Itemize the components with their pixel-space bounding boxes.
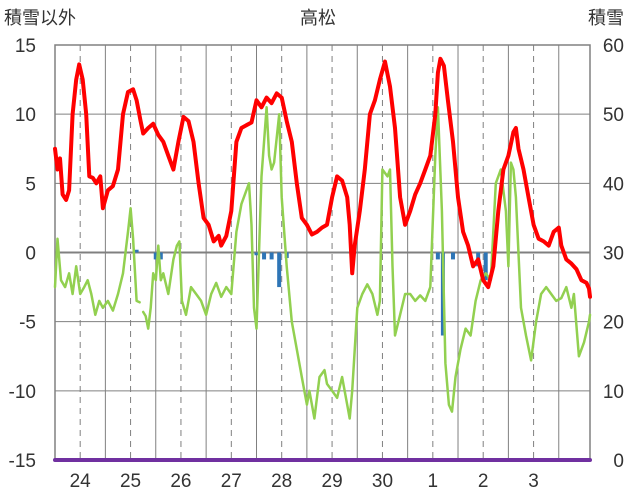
precipitation-bar xyxy=(254,252,259,256)
precipitation-bars xyxy=(134,249,488,336)
y-right-tick-label: 30 xyxy=(603,244,624,265)
x-tick-label: 3 xyxy=(528,471,539,492)
y-right-tick-label: 20 xyxy=(603,313,624,334)
x-tick-label: 2 xyxy=(478,471,489,492)
series-lines xyxy=(53,56,592,462)
y-left-tick-label: 0 xyxy=(25,244,36,265)
temperature-line xyxy=(53,56,592,299)
y-right-tick-label: 10 xyxy=(603,382,624,403)
x-tick-label: 29 xyxy=(322,471,343,492)
y-left-tick-label: -10 xyxy=(9,382,36,403)
y-left-tick-label: 10 xyxy=(15,105,36,126)
dew-point-line xyxy=(53,106,592,420)
precipitation-bar xyxy=(134,249,139,253)
y-left-tick-label: 5 xyxy=(25,174,36,195)
x-tick-label: 30 xyxy=(372,471,393,492)
x-tick-label: 26 xyxy=(170,471,191,492)
x-ticks: 24 25 26 27 28 29 30 1 2 3 xyxy=(70,471,539,492)
right-axis-label: 積雪 xyxy=(588,8,624,29)
precipitation-bar xyxy=(277,252,282,288)
precipitation-bar xyxy=(158,252,163,260)
x-tick-label: 27 xyxy=(221,471,242,492)
y-right-tick-label: 40 xyxy=(603,174,624,195)
x-tick-label: 1 xyxy=(428,471,439,492)
precipitation-bar xyxy=(269,252,274,260)
precipitation-bar xyxy=(153,252,158,260)
precipitation-bar xyxy=(483,252,488,281)
y-right-ticks: 60 50 40 30 20 10 0 xyxy=(603,36,624,472)
x-tick-label: 25 xyxy=(120,471,141,492)
left-axis-label: 積雪以外 xyxy=(4,8,76,29)
y-left-tick-label: -5 xyxy=(19,313,36,334)
y-right-tick-label: 0 xyxy=(613,451,624,472)
precipitation-bar xyxy=(262,252,267,260)
y-right-tick-label: 60 xyxy=(603,36,624,57)
x-tick-label: 24 xyxy=(70,471,92,492)
y-left-ticks: 15 10 5 0 -5 -10 -15 xyxy=(9,36,36,472)
y-left-tick-label: 15 xyxy=(15,36,36,57)
y-left-tick-label: -15 xyxy=(9,451,36,472)
precipitation-bar xyxy=(450,252,455,260)
precipitation-bar xyxy=(435,252,440,260)
x-tick-label: 28 xyxy=(271,471,292,492)
y-right-tick-label: 50 xyxy=(603,105,624,126)
chart-title: 高松 xyxy=(300,8,336,29)
